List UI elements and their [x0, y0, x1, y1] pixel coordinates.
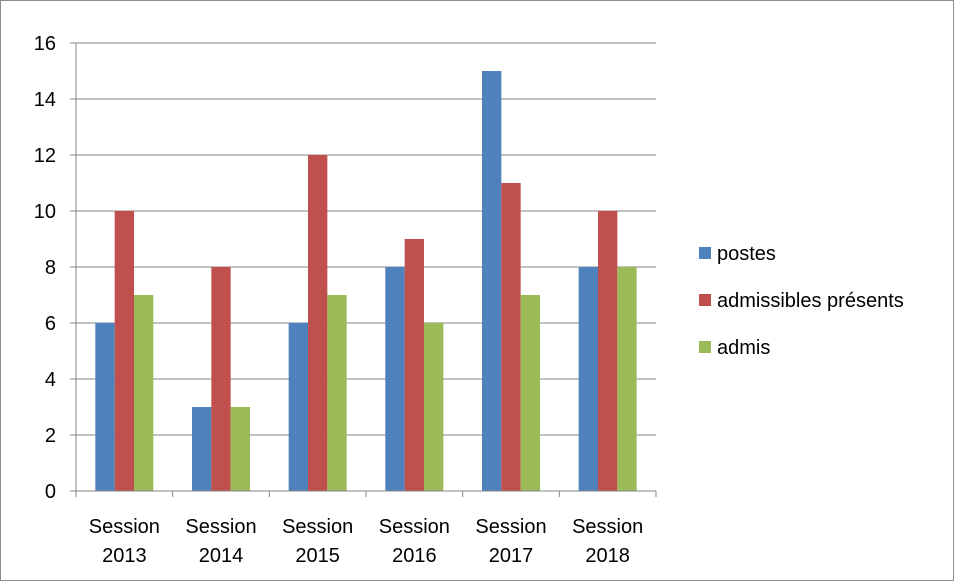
- bar-admis-Session-2016: [424, 323, 444, 491]
- bar-admissibles-présents-Session-2017: [501, 183, 521, 491]
- x-tick-label: Session 2016: [379, 516, 450, 567]
- x-tick-label-line: 2017: [489, 545, 534, 567]
- x-tick-label-line: 2018: [585, 545, 630, 567]
- legend-label: postes: [717, 243, 776, 265]
- y-tick-label: 8: [45, 257, 56, 279]
- x-tick-label-line: Session: [572, 516, 643, 538]
- bar-admissibles-présents-Session-2014: [211, 267, 231, 491]
- legend: postes admissibles présents admis: [699, 243, 904, 359]
- x-tick-label-line: 2015: [295, 545, 340, 567]
- y-tick-label: 10: [34, 201, 56, 223]
- x-tick-label-line: Session: [185, 516, 256, 538]
- axes: [70, 42, 657, 497]
- x-tick-label: Session 2017: [475, 516, 546, 567]
- bar-admis-Session-2017: [520, 295, 540, 491]
- bar-admis-Session-2018: [617, 267, 637, 491]
- legend-swatch: [699, 341, 711, 353]
- x-tick-label-line: Session: [282, 516, 353, 538]
- y-tick-label: 2: [45, 425, 56, 447]
- legend-swatch: [699, 247, 711, 259]
- bar-admissibles-présents-Session-2015: [308, 155, 328, 491]
- x-tick-label-line: Session: [475, 516, 546, 538]
- y-tick-label: 4: [45, 369, 56, 391]
- bar-postes-Session-2017: [482, 71, 502, 491]
- bar-postes-Session-2015: [288, 323, 308, 491]
- y-tick-labels: 0 2 4 6 8 10 12 14 16: [34, 33, 56, 503]
- x-tick-label-line: 2016: [392, 545, 437, 567]
- bar-admis-Session-2013: [134, 295, 154, 491]
- bar-postes-Session-2016: [385, 267, 405, 491]
- x-tick-label-line: 2014: [199, 545, 244, 567]
- x-tick-label-line: Session: [89, 516, 160, 538]
- y-tick-label: 6: [45, 313, 56, 335]
- x-tick-label-line: 2013: [102, 545, 147, 567]
- bar-admissibles-présents-Session-2013: [114, 211, 134, 491]
- bar-postes-Session-2018: [578, 267, 598, 491]
- bar-admissibles-présents-Session-2016: [404, 239, 424, 491]
- y-tick-label: 12: [34, 145, 56, 167]
- bars: [95, 71, 637, 491]
- x-tick-label: Session 2013: [89, 516, 160, 567]
- bar-admis-Session-2014: [230, 407, 250, 491]
- x-tick-label: Session 2014: [185, 516, 256, 567]
- x-tick-label-line: Session: [379, 516, 450, 538]
- y-tick-label: 14: [34, 89, 56, 111]
- legend-swatch: [699, 294, 711, 306]
- legend-label: admis: [717, 337, 770, 359]
- gridlines: [76, 42, 656, 436]
- bar-postes-Session-2013: [95, 323, 115, 491]
- legend-label: admissibles présents: [717, 290, 904, 312]
- y-tick-label: 0: [45, 481, 56, 503]
- x-tick-label: Session 2015: [282, 516, 353, 567]
- y-tick-label: 16: [34, 33, 56, 55]
- bar-admissibles-présents-Session-2018: [598, 211, 618, 491]
- x-tick-label: Session 2018: [572, 516, 643, 567]
- bar-postes-Session-2014: [192, 407, 212, 491]
- bar-admis-Session-2015: [327, 295, 347, 491]
